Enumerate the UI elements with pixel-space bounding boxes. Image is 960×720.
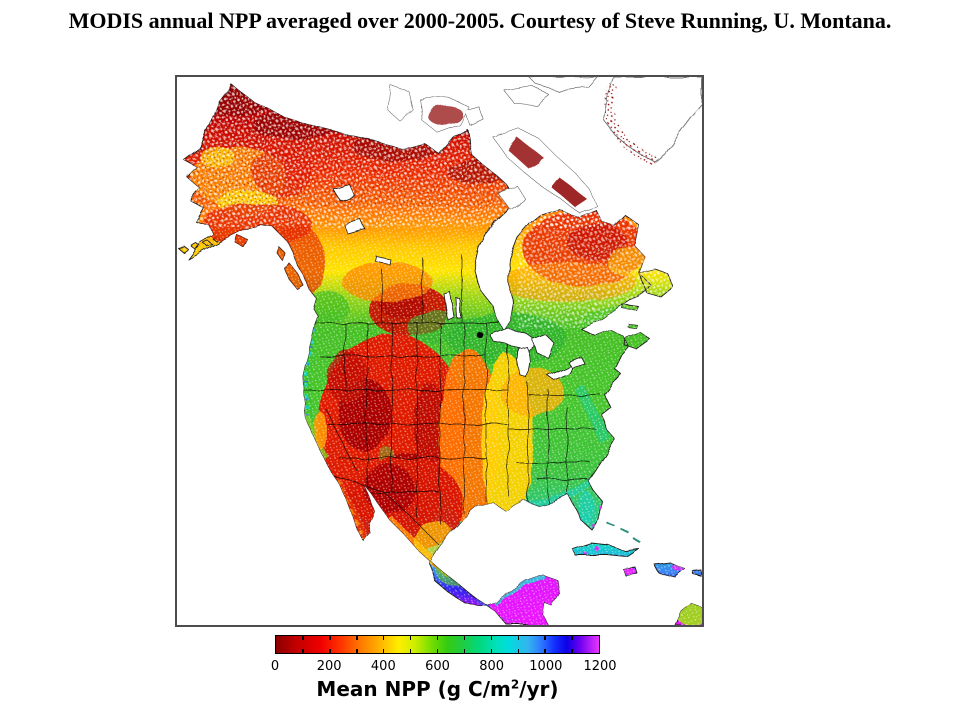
colorbar-minor-tick — [490, 636, 493, 640]
map-frame — [175, 75, 704, 627]
colorbar-minor-tick — [382, 649, 385, 653]
colorbar-minor-tick — [571, 636, 573, 640]
colorbar-tick-label: 400 — [370, 659, 396, 674]
colorbar-tick-label: 1000 — [529, 659, 563, 674]
figure-title: MODIS annual NPP averaged over 2000-2005… — [68, 8, 892, 33]
colorbar-tick-label: 600 — [425, 659, 450, 674]
colorbar-tick-label: 1200 — [583, 659, 617, 674]
colorbar-minor-tick — [517, 636, 519, 640]
lake-winnipegosis — [455, 297, 462, 319]
lake-michigan — [516, 345, 531, 379]
colorbar-minor-tick — [436, 649, 439, 653]
colorbar-minor-tick — [329, 636, 331, 640]
colorbar-axis-label-prefix: Mean NPP (g C/m — [316, 677, 511, 701]
great-slave-lake — [343, 219, 366, 235]
colorbar-minor-tick — [356, 649, 358, 653]
colorbar-minor-tick — [356, 636, 358, 640]
colorbar-tick-label: 200 — [316, 659, 342, 674]
colorbar-minor-tick — [382, 636, 385, 640]
colorbar-minor-tick — [463, 636, 466, 640]
lake-huron — [531, 333, 555, 359]
lake-of-the-woods-dot — [475, 330, 483, 338]
colorbar-minor-tick — [409, 649, 412, 653]
lake-ontario — [567, 356, 586, 369]
lake-athabasca — [374, 255, 391, 265]
colorbar-minor-tick — [544, 636, 546, 640]
colorbar-minor-tick — [463, 649, 466, 653]
colorbar-tick-labels: 0 200 400 600 800 1000 1200 — [271, 659, 617, 675]
state-boundaries — [304, 255, 601, 546]
colorbar-axis-label: Mean NPP (g C/m2/yr) — [275, 677, 600, 701]
great-bear-lake — [332, 183, 355, 201]
colorbar-minor-tick — [490, 649, 493, 653]
colorbar-minor-tick — [302, 649, 304, 653]
colorbar-minor-tick — [517, 649, 519, 653]
colorbar-minor-tick — [329, 649, 331, 653]
colorbar-minor-tick — [571, 649, 573, 653]
greenland-coast-speckle — [605, 83, 658, 167]
bahamas — [606, 522, 641, 543]
greenland — [603, 77, 702, 163]
colorbar-tick-label: 800 — [479, 659, 505, 674]
lake-superior — [489, 327, 539, 350]
colorbar-tick-label: 0 — [270, 659, 280, 674]
colorbar-minor-tick — [436, 636, 439, 640]
lake-winnipeg — [443, 291, 455, 321]
npp-map — [178, 77, 702, 625]
colorbar-axis-label-suffix: /yr) — [519, 677, 559, 701]
arctic-islands-speckle — [387, 77, 598, 214]
lake-erie — [547, 363, 575, 381]
colorbar-gradient — [275, 635, 600, 654]
lakes — [332, 183, 586, 381]
colorbar-axis-label-sup: 2 — [510, 677, 520, 692]
colorbar-minor-tick — [409, 636, 412, 640]
npp-color-regions — [179, 85, 702, 625]
colorbar-minor-tick — [544, 649, 546, 653]
colorbar-minor-tick — [302, 636, 304, 640]
